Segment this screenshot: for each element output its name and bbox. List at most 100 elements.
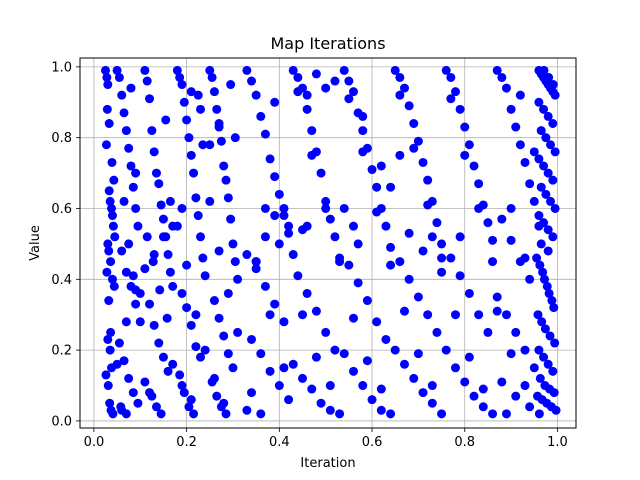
- data-point: [158, 214, 168, 224]
- data-point: [184, 133, 194, 143]
- data-point: [529, 147, 539, 157]
- data-point: [107, 203, 117, 213]
- data-point: [413, 292, 423, 302]
- data-point: [177, 203, 187, 213]
- data-point: [284, 228, 294, 238]
- data-point: [302, 90, 312, 100]
- data-point: [151, 168, 161, 178]
- data-point: [450, 310, 460, 320]
- data-point: [539, 161, 549, 171]
- data-point: [223, 193, 233, 203]
- data-point: [193, 90, 203, 100]
- data-point: [488, 409, 498, 419]
- y-tick-label: 0.0: [51, 414, 72, 429]
- data-point: [279, 317, 289, 327]
- data-point: [488, 257, 498, 267]
- data-point: [131, 168, 141, 178]
- data-point: [348, 221, 358, 231]
- data-point: [501, 409, 511, 419]
- data-point: [464, 140, 474, 150]
- data-point: [488, 235, 498, 245]
- data-point: [381, 221, 391, 231]
- data-point: [535, 373, 545, 383]
- data-point: [464, 352, 474, 362]
- x-axis-ticks: 0.0 0.2 0.4 0.6 0.8 1.0: [84, 428, 568, 450]
- data-point: [221, 409, 231, 419]
- data-point: [200, 345, 210, 355]
- data-point: [108, 409, 118, 419]
- data-point: [437, 253, 447, 263]
- data-point: [121, 409, 131, 419]
- data-point: [362, 296, 372, 306]
- data-point: [464, 288, 474, 298]
- data-point: [101, 370, 111, 380]
- data-point: [399, 359, 409, 369]
- data-point: [106, 327, 116, 337]
- chart-title: Map Iterations: [270, 34, 385, 53]
- data-point: [358, 147, 368, 157]
- data-point: [121, 126, 131, 136]
- x-tick-label: 0.0: [84, 435, 105, 450]
- data-point: [140, 65, 150, 75]
- data-point: [409, 143, 419, 153]
- data-point: [156, 409, 166, 419]
- data-point: [376, 384, 386, 394]
- data-point: [228, 363, 238, 373]
- data-point: [348, 366, 358, 376]
- data-point: [548, 119, 558, 129]
- data-point: [256, 349, 266, 359]
- data-point: [302, 288, 312, 298]
- data-point: [128, 182, 138, 192]
- data-point: [423, 200, 433, 210]
- data-point: [551, 405, 561, 415]
- data-point: [506, 203, 516, 213]
- data-point: [200, 271, 210, 281]
- data-point: [543, 111, 553, 121]
- data-point: [538, 267, 548, 277]
- data-point: [108, 221, 118, 231]
- data-point: [474, 179, 484, 189]
- data-point: [372, 317, 382, 327]
- data-point: [216, 136, 226, 146]
- data-point: [548, 175, 558, 185]
- data-point: [270, 299, 280, 309]
- data-point: [358, 111, 368, 121]
- data-point: [104, 186, 114, 196]
- data-point: [128, 388, 138, 398]
- data-point: [432, 218, 442, 228]
- data-point: [260, 281, 270, 291]
- data-point: [274, 189, 284, 199]
- data-point: [112, 359, 122, 369]
- data-point: [325, 405, 335, 415]
- data-point: [219, 331, 229, 341]
- data-point: [182, 303, 192, 313]
- data-point: [104, 296, 114, 306]
- data-point: [536, 182, 546, 192]
- data-point: [515, 90, 525, 100]
- data-point: [372, 182, 382, 192]
- data-point: [128, 271, 138, 281]
- data-point: [515, 140, 525, 150]
- data-point: [260, 232, 270, 242]
- data-point: [293, 271, 303, 281]
- data-point: [149, 320, 159, 330]
- data-point: [114, 338, 124, 348]
- data-point: [511, 327, 521, 337]
- y-tick-label: 0.4: [51, 273, 72, 288]
- data-point: [168, 359, 178, 369]
- data-point: [358, 381, 368, 391]
- data-point: [543, 168, 553, 178]
- data-point: [546, 140, 556, 150]
- data-point: [399, 306, 409, 316]
- data-point: [256, 111, 266, 121]
- data-point: [131, 285, 141, 295]
- data-point: [298, 310, 308, 320]
- data-point: [251, 90, 261, 100]
- data-point: [539, 65, 549, 75]
- data-point: [142, 232, 152, 242]
- data-point: [501, 83, 511, 93]
- data-point: [265, 310, 275, 320]
- data-point: [117, 90, 127, 100]
- data-point: [535, 260, 545, 270]
- data-point: [520, 345, 530, 355]
